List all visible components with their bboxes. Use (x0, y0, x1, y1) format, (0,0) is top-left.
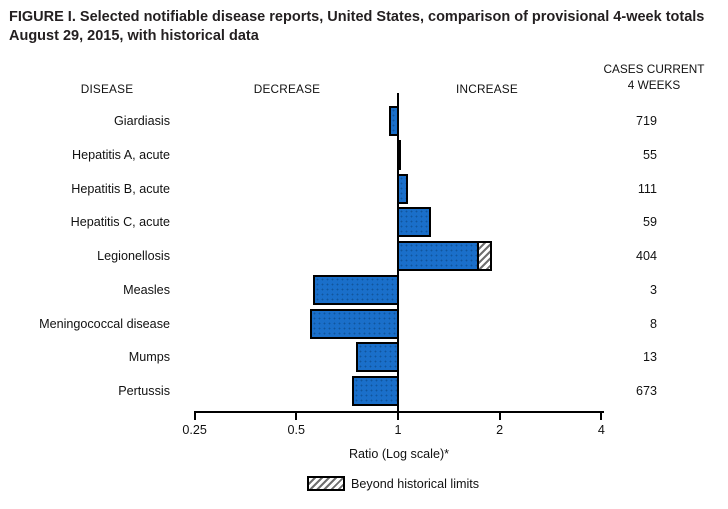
x-axis-line (195, 411, 604, 413)
figure-title: FIGURE I. Selected notifiable disease re… (9, 9, 705, 45)
ratio-bar (355, 342, 399, 373)
disease-label: Giardiasis (114, 114, 170, 129)
x-axis-tick (498, 411, 501, 420)
disease-label: Meningococcal disease (39, 316, 170, 331)
x-axis-tick-label: 0.25 (182, 423, 207, 437)
cases-value: 59 (642, 215, 657, 230)
cases-value: 3 (649, 282, 657, 297)
x-axis-tick (600, 411, 603, 420)
cases-value: 8 (649, 316, 657, 331)
disease-label: Hepatitis A, acute (71, 148, 170, 163)
cases-value: 111 (637, 181, 657, 196)
disease-label: Hepatitis B, acute (71, 181, 170, 196)
cases-header-line2: 4 WEEKS (627, 77, 681, 92)
beyond-limits-swatch-icon (307, 476, 345, 491)
disease-label: Pertussis (118, 384, 170, 399)
ratio-bar (312, 274, 399, 305)
ratio-bar (397, 241, 493, 272)
column-header-cases: CASES CURRENT 4 WEEKS (604, 62, 705, 94)
disease-label: Measles (123, 282, 170, 297)
cases-value: 719 (635, 114, 657, 129)
cases-value: 55 (642, 148, 657, 163)
disease-label: Legionellosis (97, 249, 170, 264)
ratio-bar (397, 140, 401, 171)
cases-value: 404 (635, 249, 657, 264)
legend: Beyond historical limits (307, 476, 479, 491)
x-axis-tick-label: 4 (597, 423, 605, 437)
x-axis-tick (193, 411, 196, 420)
column-header-disease: DISEASE (80, 82, 134, 96)
column-header-decrease: DECREASE (253, 82, 321, 96)
cases-value: 673 (635, 384, 657, 399)
x-axis-tick (295, 411, 298, 420)
beyond-limits-segment (477, 241, 493, 272)
ratio-bar (310, 308, 399, 339)
legend-label: Beyond historical limits (351, 476, 480, 491)
x-axis-tick-label: 2 (496, 423, 504, 437)
ratio-bar (397, 207, 431, 238)
x-axis-tick-label: 0.5 (287, 423, 306, 437)
disease-label: Mumps (128, 350, 170, 365)
cases-header-line1: CASES CURRENT (603, 62, 705, 76)
x-axis-tick-label: 1 (394, 423, 402, 437)
ratio-bar (388, 106, 399, 137)
x-axis-title: Ratio (Log scale)* (348, 447, 450, 461)
cases-value: 13 (642, 350, 657, 365)
column-header-increase: INCREASE (456, 82, 518, 96)
ratio-bar (397, 173, 408, 204)
ratio-bar (351, 376, 399, 407)
disease-label: Hepatitis C, acute (70, 215, 170, 230)
x-axis-tick (397, 411, 399, 420)
